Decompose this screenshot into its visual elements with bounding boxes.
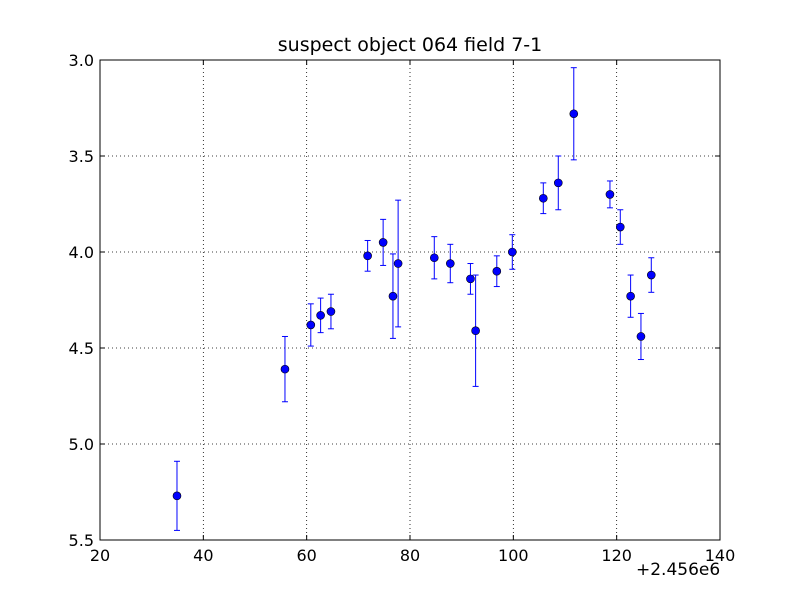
data-point (569, 109, 579, 119)
data-point (326, 307, 336, 316)
data-point (280, 364, 290, 374)
data-markers (172, 109, 656, 501)
data-point (429, 253, 439, 263)
x-tick-label: 140 (705, 546, 736, 565)
y-tick-label: 3.0 (69, 51, 94, 70)
data-point (538, 193, 548, 203)
data-point (646, 270, 656, 280)
chart-title: suspect object 064 field 7-1 (277, 34, 543, 56)
x-tick-label: 80 (400, 546, 420, 565)
data-point (388, 291, 398, 301)
data-point (636, 332, 646, 341)
data-point (605, 190, 615, 199)
data-point (507, 247, 517, 257)
data-point (553, 178, 563, 188)
data-point (316, 311, 325, 320)
data-point (471, 326, 480, 336)
x-tick-label: 40 (193, 546, 213, 565)
x-tick-label: 60 (296, 546, 316, 565)
error-bars (173, 67, 655, 531)
data-point (466, 274, 475, 284)
data-point (626, 291, 635, 301)
x-tick-label: 100 (498, 546, 529, 565)
data-point (363, 251, 372, 261)
x-tick-label: 120 (601, 546, 632, 565)
data-point (615, 222, 625, 232)
grid-lines (100, 60, 720, 540)
data-point (306, 320, 316, 330)
y-tick-label: 4.5 (69, 339, 94, 358)
data-point (492, 266, 502, 276)
x-axis-offset-label: +2.456e6 (636, 560, 721, 580)
x-tick-labels: 20 40 60 80 100 120 140 (90, 546, 735, 565)
data-point (445, 259, 455, 268)
data-point (393, 259, 403, 268)
y-tick-label: 5.0 (69, 435, 94, 454)
y-tick-label: 3.5 (69, 147, 94, 166)
x-tick-label: 20 (90, 546, 110, 565)
y-tick-labels: 3.0 3.5 4.0 4.5 5.0 5.5 (69, 51, 94, 550)
y-tick-label: 5.5 (69, 531, 94, 550)
y-tick-label: 4.0 (69, 243, 94, 262)
axis-ticks (99, 59, 721, 541)
data-point (378, 238, 388, 247)
data-point (172, 491, 182, 501)
